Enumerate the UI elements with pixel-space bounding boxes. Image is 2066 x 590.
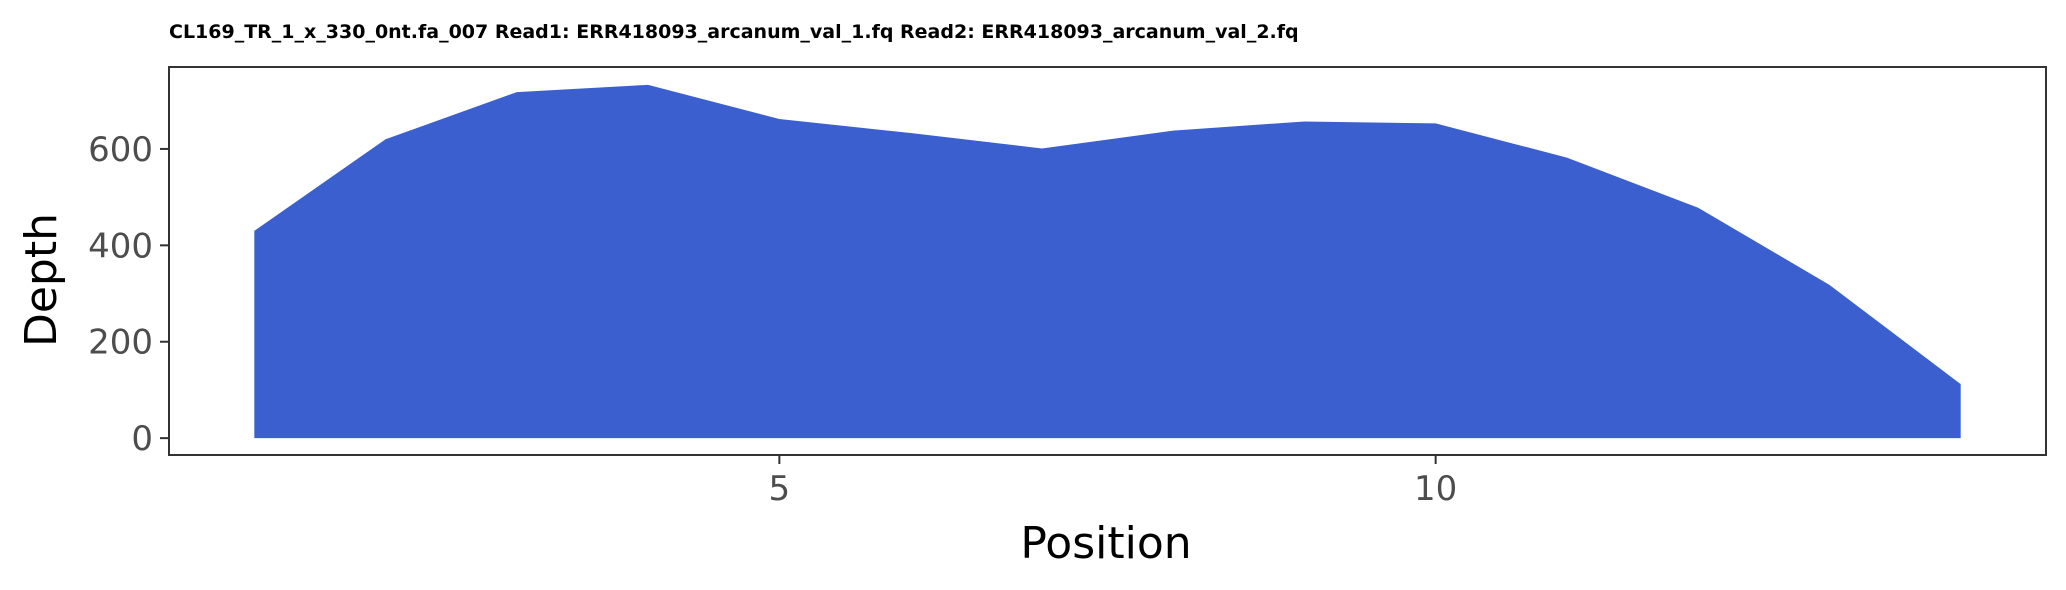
x-tick-label: 10	[1414, 469, 1457, 509]
y-axis: 0 200 400 600	[88, 130, 169, 459]
x-axis-title: Position	[1020, 518, 1191, 569]
x-tick-label: 5	[769, 469, 791, 509]
x-axis: 5 10	[769, 455, 1457, 509]
y-tick-label: 400	[88, 226, 153, 266]
y-tick-label: 200	[88, 323, 153, 363]
y-axis-title: Depth	[16, 213, 67, 347]
plot-area	[168, 66, 2047, 456]
y-tick-label: 0	[131, 419, 153, 459]
depth-area-series	[254, 84, 1961, 439]
y-tick-label: 600	[88, 130, 153, 170]
panel-border	[168, 66, 2047, 456]
chart-title: CL169_TR_1_x_330_0nt.fa_007 Read1: ERR41…	[169, 21, 1299, 43]
